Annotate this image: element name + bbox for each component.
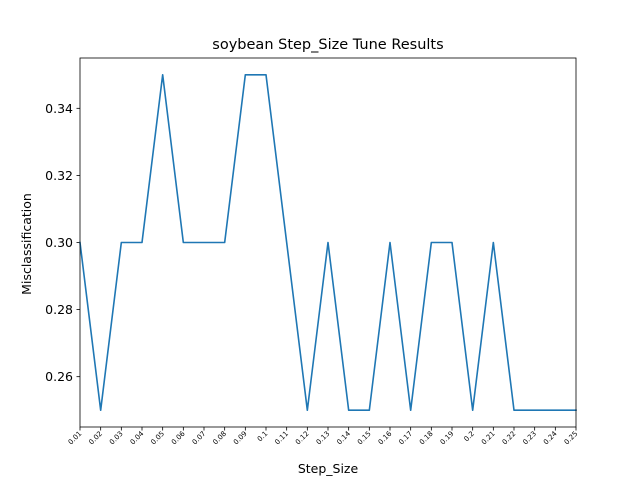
y-tick-label: 0.26 (45, 369, 73, 384)
y-tick-label: 0.28 (45, 302, 73, 317)
y-tick-label: 0.32 (45, 168, 73, 183)
chart-title: soybean Step_Size Tune Results (212, 37, 443, 53)
axes-frame (79, 57, 577, 428)
y-tick-label: 0.34 (45, 101, 73, 116)
series-line-0 (79, 73, 577, 412)
y-axis-label: Misclassification (19, 193, 34, 295)
x-axis-label: Step_Size (298, 461, 359, 476)
y-tick-label: 0.30 (45, 235, 73, 250)
